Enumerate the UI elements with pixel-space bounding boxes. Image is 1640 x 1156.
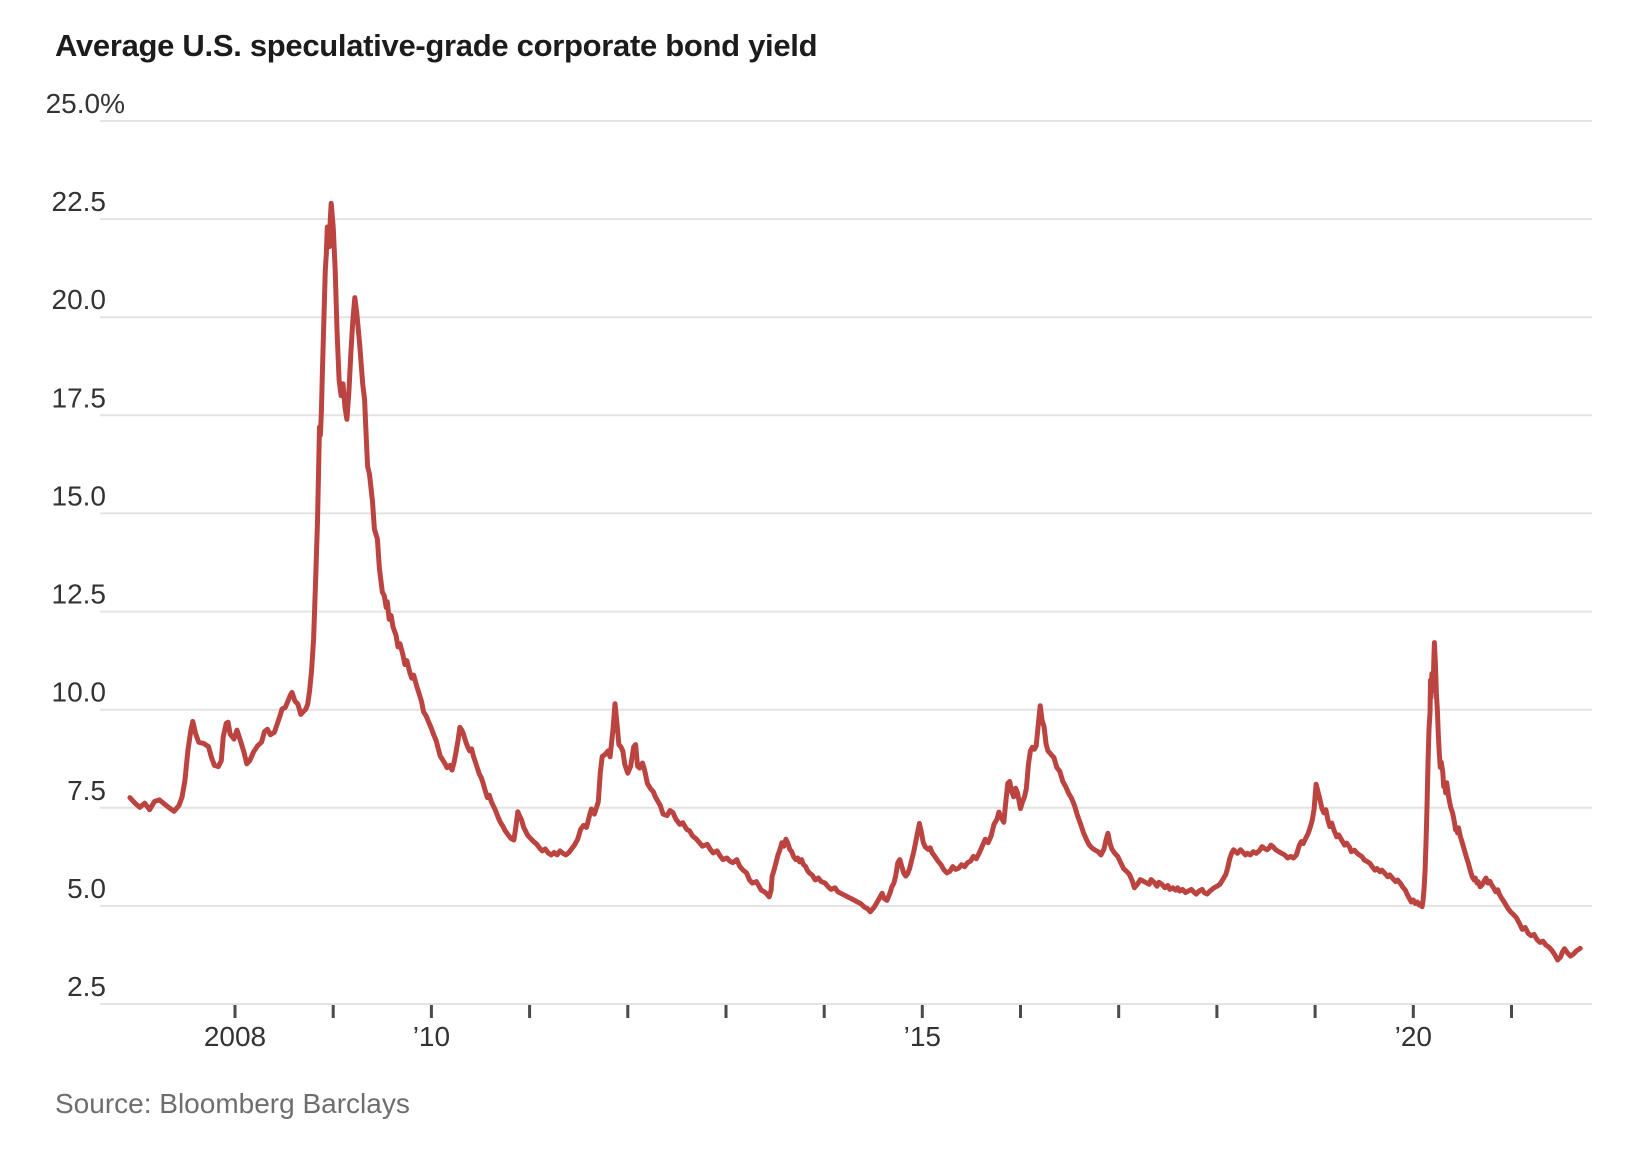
x-axis-label: ’15 <box>904 1021 941 1052</box>
y-axis-label: 7.5 <box>67 775 106 806</box>
yield-line <box>127 200 1583 963</box>
y-axis-label: 2.5 <box>67 971 106 1002</box>
x-axis-label: 2008 <box>204 1021 266 1052</box>
x-axis-label: ’20 <box>1395 1021 1432 1052</box>
chart-title: Average U.S. speculative-grade corporate… <box>55 28 818 63</box>
y-axis-label: 22.5 <box>52 186 107 217</box>
y-axis-label: 12.5 <box>52 579 107 610</box>
source-note: Source: Bloomberg Barclays <box>55 1088 410 1119</box>
x-axis-label: ’10 <box>413 1021 450 1052</box>
y-axis-label: 25.0% <box>46 88 125 119</box>
y-axis-label: 5.0 <box>67 873 106 904</box>
y-axis-label: 10.0 <box>52 677 107 708</box>
y-axis-label: 20.0 <box>52 284 107 315</box>
y-axis-label: 15.0 <box>52 480 107 511</box>
y-axis-label: 17.5 <box>52 382 107 413</box>
